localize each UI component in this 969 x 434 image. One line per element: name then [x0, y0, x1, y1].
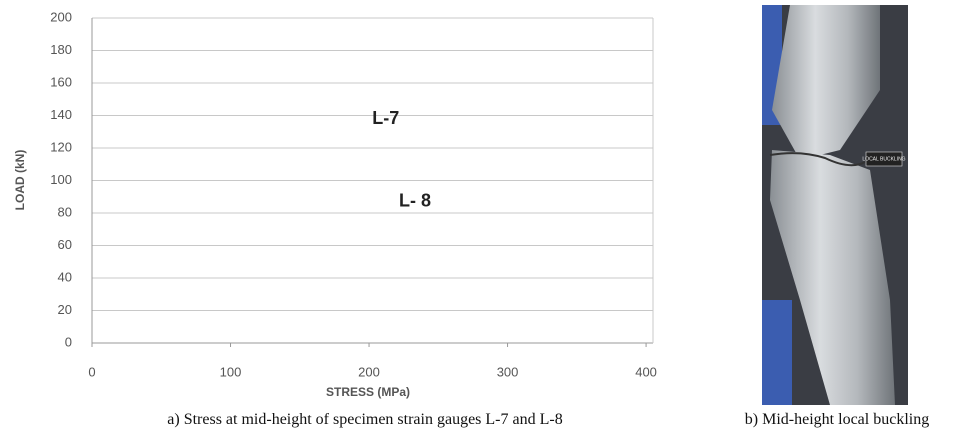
caption: a) Stress at mid-height of specimen stra…	[167, 411, 562, 428]
y-tick-label: 0	[65, 334, 72, 349]
x-tick-label: 0	[88, 364, 95, 379]
y-tick-label: 160	[50, 74, 72, 89]
x-axis-title: STRESS (MPa)	[326, 385, 410, 399]
y-tick-label: 40	[58, 269, 72, 284]
y-tick-label: 100	[50, 172, 72, 187]
series-label: L-7	[372, 108, 399, 128]
y-tick-label: 200	[50, 9, 72, 24]
y-tick-label: 140	[50, 107, 72, 122]
photo: LOCAL BUCKLING	[762, 5, 908, 405]
x-tick-label: 300	[497, 364, 519, 379]
y-tick-label: 180	[50, 42, 72, 57]
x-tick-label: 100	[220, 364, 242, 379]
photo-label: LOCAL BUCKLING	[862, 156, 905, 162]
x-tick-label: 400	[635, 364, 657, 379]
frame	[762, 300, 792, 405]
y-tick-label: 20	[58, 302, 72, 317]
y-tick-label: 80	[58, 204, 72, 219]
x-tick-label: 200	[358, 364, 380, 379]
caption: b) Mid-height local buckling	[745, 411, 929, 428]
y-tick-label: 60	[58, 237, 72, 252]
figure: LOCAL BUCKLING a) Stress at mid-height o…	[0, 0, 969, 434]
y-tick-label: 120	[50, 139, 72, 154]
series-label: L- 8	[399, 190, 431, 210]
y-axis-title: LOAD (kN)	[13, 150, 27, 211]
